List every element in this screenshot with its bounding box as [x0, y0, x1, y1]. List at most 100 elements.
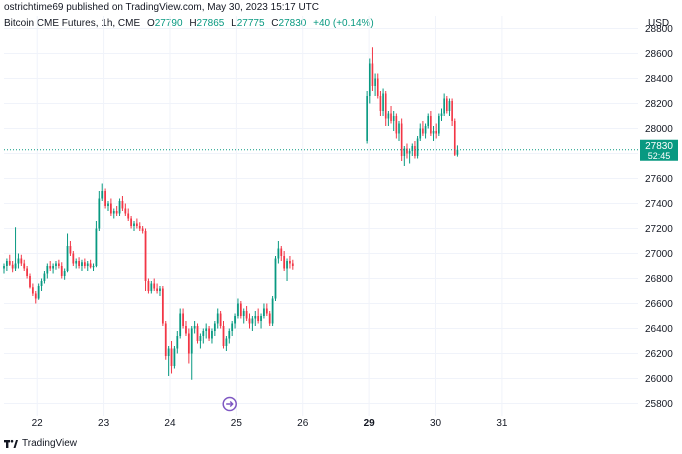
candle-body — [23, 263, 26, 269]
candle — [107, 201, 109, 211]
candle — [251, 316, 254, 331]
candle — [95, 221, 98, 268]
candle-body — [392, 116, 395, 121]
low-label: L — [231, 18, 237, 29]
time-tick-label: 29 — [364, 418, 376, 429]
candle-body — [213, 323, 216, 331]
candle-body — [161, 288, 164, 324]
candle-body — [416, 138, 419, 156]
candle-body — [150, 283, 153, 291]
price-tick-label: 28800 — [645, 24, 673, 35]
candle-body — [289, 261, 291, 264]
price-tick-label: 27400 — [645, 199, 673, 210]
candle-body — [451, 101, 453, 121]
candle — [179, 308, 182, 339]
candle — [173, 346, 176, 369]
candlestick-series — [3, 47, 459, 380]
candle-body — [411, 146, 414, 151]
open-value: 27790 — [154, 18, 183, 29]
candle-body — [63, 271, 66, 276]
bar-countdown: 52:45 — [648, 151, 671, 161]
candle-body — [89, 263, 92, 268]
candle — [138, 222, 141, 231]
price-tick-label: 28000 — [645, 124, 673, 135]
footer-brand[interactable]: TradingView — [4, 438, 77, 450]
candle-body — [104, 191, 107, 206]
candle — [17, 253, 20, 269]
candle — [75, 258, 78, 269]
candle-body — [60, 266, 63, 276]
time-axis[interactable]: 22 23 24 25 26 29 30 31 — [32, 418, 508, 429]
candle — [222, 321, 225, 349]
candle — [57, 259, 60, 269]
candle-body — [231, 323, 234, 331]
candle-body — [164, 323, 167, 356]
candle — [265, 303, 268, 316]
candle-body — [419, 128, 422, 139]
candle — [130, 216, 132, 229]
candle-body — [398, 123, 400, 134]
candle — [438, 113, 440, 136]
candle-body — [440, 113, 443, 116]
candle-body — [202, 331, 205, 336]
price-badge-background — [640, 139, 678, 161]
low-value: 27775 — [236, 18, 265, 29]
candle — [133, 221, 135, 231]
candle-body — [14, 263, 17, 269]
candle-body — [49, 266, 52, 269]
open-label: O — [146, 18, 155, 29]
price-axis[interactable]: USD 25800 26000 26200 26400 26600 26800 27000 2… — [645, 18, 673, 410]
price-tick-label: 27000 — [645, 249, 673, 260]
candle — [190, 326, 193, 380]
candle — [443, 93, 445, 116]
candle — [448, 98, 451, 116]
high-value: 27865 — [196, 18, 225, 29]
candle — [416, 136, 419, 159]
candle — [135, 218, 138, 229]
candle — [430, 111, 432, 136]
candle-body — [228, 331, 231, 339]
candle — [98, 191, 101, 231]
candle-body — [379, 96, 382, 111]
candle — [419, 123, 422, 141]
price-tick-label: 26200 — [645, 349, 673, 360]
candle-body — [179, 313, 182, 336]
candle-body — [173, 348, 176, 366]
earnings-event-icon[interactable] — [222, 396, 237, 412]
candle — [283, 251, 286, 271]
candle — [196, 323, 199, 344]
candle-body — [20, 258, 23, 264]
time-tick-label: 24 — [164, 418, 176, 429]
candle — [202, 328, 205, 344]
candle — [403, 146, 406, 166]
candle-body — [443, 98, 445, 114]
symbol-title[interactable]: Bitcoin CME Futures, 1h, CME — [4, 18, 141, 29]
candle-body — [274, 258, 277, 299]
candle — [115, 206, 118, 216]
candle-body — [43, 273, 46, 281]
candle — [392, 111, 395, 131]
candle — [395, 113, 398, 139]
candle-body — [78, 261, 80, 266]
price-tick-label: 27600 — [645, 174, 673, 185]
candle-body — [107, 203, 109, 206]
candle — [182, 308, 184, 329]
candle — [66, 233, 69, 273]
candle — [208, 326, 210, 341]
candle-body — [52, 266, 54, 269]
time-tick-label: 30 — [430, 418, 442, 429]
candle — [371, 47, 374, 91]
candle-body — [133, 223, 135, 226]
candle — [398, 121, 400, 141]
candle — [248, 313, 251, 329]
candle-body — [182, 313, 184, 326]
candle — [205, 323, 208, 339]
price-tick-label: 26800 — [645, 274, 673, 285]
candle — [37, 283, 40, 300]
candle-body — [205, 328, 208, 331]
candle — [280, 246, 283, 261]
candle-body — [366, 96, 368, 141]
candle-body — [170, 348, 173, 366]
candle-body — [190, 328, 193, 354]
